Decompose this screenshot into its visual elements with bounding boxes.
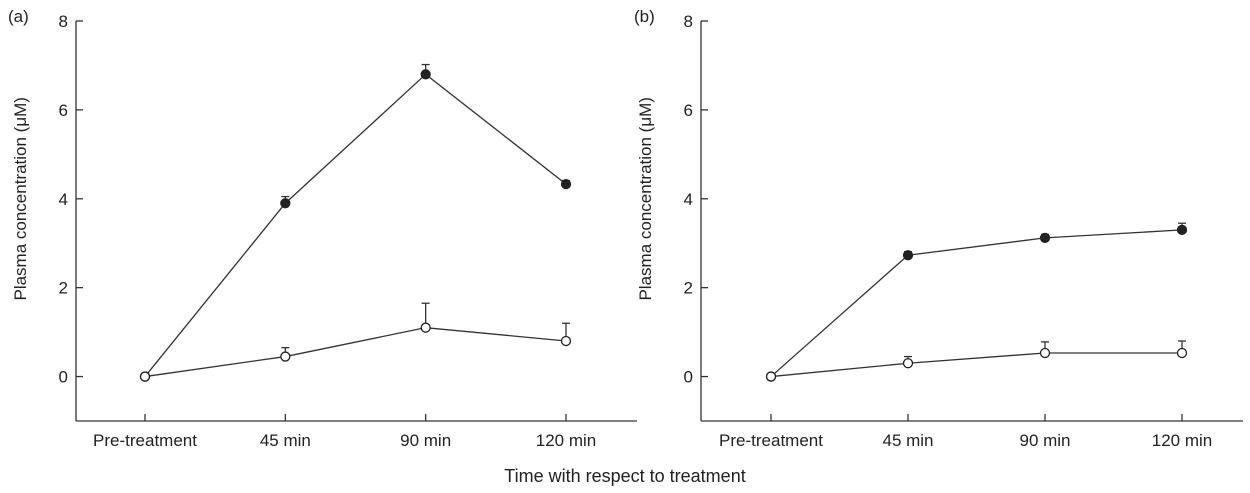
a-y-axis-title: Plasma concentration (μM) <box>11 97 30 300</box>
b-series-filled-line <box>770 229 1183 378</box>
b-series-open-line <box>770 352 1182 378</box>
b-series-filled-point <box>1039 232 1051 244</box>
b-x-tick-label: Pre-treatment <box>719 431 823 450</box>
a-x-tick-label: 90 min <box>400 431 451 450</box>
a-series-open-point <box>560 335 572 347</box>
b-series-filled-point <box>1176 224 1188 236</box>
b-panel-label: (b) <box>634 7 655 26</box>
a-series-filled-point <box>280 198 291 209</box>
b-y-tick-label: 0 <box>684 368 693 387</box>
a-series-open-point <box>420 322 431 333</box>
a-y-tick-label: 0 <box>59 368 68 387</box>
b-x-tick-label: 90 min <box>1019 431 1070 450</box>
a-x-tick-label: 120 min <box>536 431 596 450</box>
b-y-tick-label: 2 <box>684 279 693 298</box>
a-series-open-point <box>280 351 291 362</box>
a-y-tick-label: 4 <box>59 190 68 209</box>
b-series-open-point <box>902 358 914 369</box>
a-series-filled-point <box>420 69 431 80</box>
a-series-filled-line <box>144 73 567 377</box>
panel-a: 0 2 4 6 8 Pre-treatment 45 min 90 min 120 min (a)… <box>8 7 637 450</box>
a-series-open-line <box>144 327 567 378</box>
x-axis-title: Time with respect to treatment <box>504 466 746 486</box>
a-y-tick-label: 6 <box>59 101 68 120</box>
b-y-axis-title: Plasma concentration (μM) <box>636 97 655 300</box>
a-y-tick-label: 8 <box>59 12 68 31</box>
b-y-tick-label: 4 <box>684 190 693 209</box>
b-y-tick-label: 6 <box>684 101 693 120</box>
a-x-tick-label: 45 min <box>260 431 311 450</box>
b-series-open-point <box>1176 347 1188 359</box>
a-x-tick-label: Pre-treatment <box>93 431 197 450</box>
a-series-filled-point <box>560 178 572 190</box>
b-series-open-point <box>765 371 777 382</box>
b-x-tick-label: 120 min <box>1152 431 1212 450</box>
a-panel-label: (a) <box>8 7 29 26</box>
b-x-tick-label: 45 min <box>882 431 933 450</box>
a-series-open-point <box>139 371 151 382</box>
panel-b: 0 2 4 6 8 Pre-treatment 45 min 90 min 120 min (b)… <box>634 7 1243 450</box>
b-series-filled-point <box>902 250 914 261</box>
b-series-open-point <box>1039 347 1051 359</box>
b-y-tick-label: 8 <box>684 12 693 31</box>
a-y-tick-label: 2 <box>59 279 68 298</box>
